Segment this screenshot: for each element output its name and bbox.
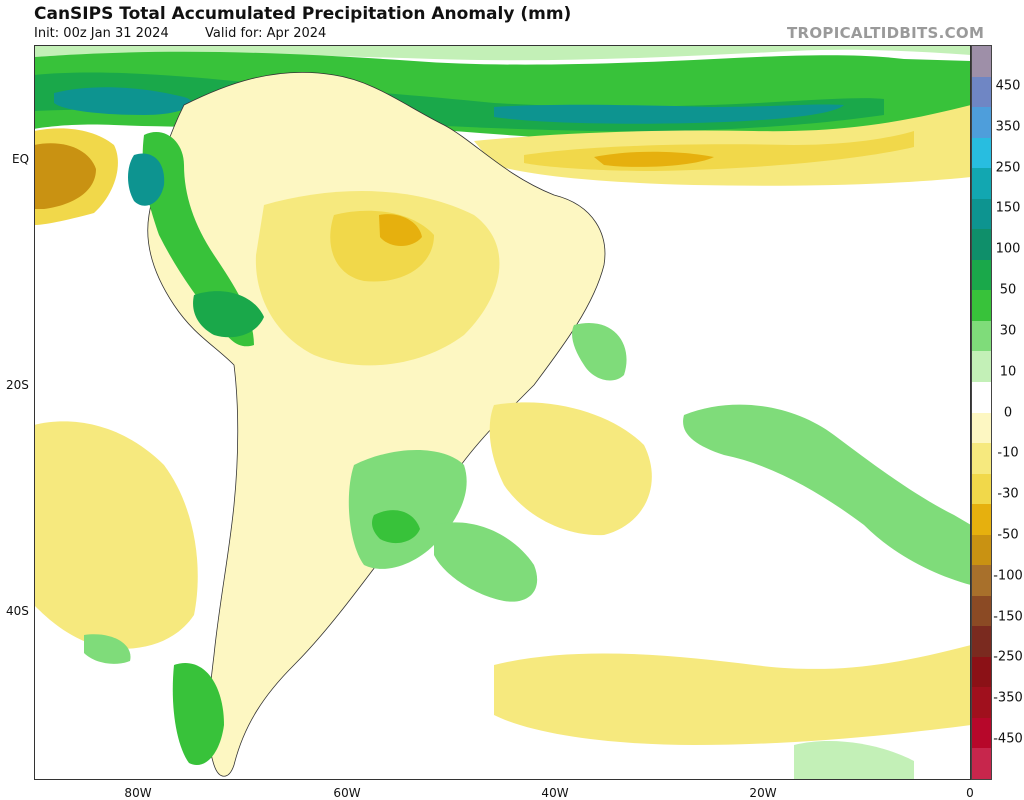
pacific-dry-core — [34, 143, 96, 209]
colorbar-segment — [972, 687, 991, 719]
colorbar-segment — [972, 198, 991, 230]
colorbar-tick-label: -100 — [993, 568, 1023, 584]
colorbar-tick-label: -150 — [993, 609, 1023, 625]
colorbar-tick-label: -450 — [993, 731, 1023, 747]
colorbar-segment — [972, 565, 991, 597]
colorbar-tick-label: -10 — [997, 445, 1019, 461]
colorbar-segment — [972, 290, 991, 322]
itcz-teal-2 — [494, 104, 844, 124]
colorbar-segment — [972, 443, 991, 475]
atlantic-wet-arc-1 — [572, 323, 627, 381]
colorbar-tick-label: 350 — [995, 119, 1021, 135]
lat-label-eq: EQ — [12, 152, 30, 166]
lon-label-80w: 80W — [124, 786, 152, 800]
colorbar-segment — [972, 748, 991, 780]
colorbar-segment — [972, 595, 991, 627]
colorbar-segment — [972, 137, 991, 169]
far-southeast-green — [794, 740, 914, 780]
colorbar-segment — [972, 107, 991, 139]
lon-label-40w: 40W — [541, 786, 569, 800]
colorbar-segment — [972, 412, 991, 444]
colorbar-tick-label: -350 — [993, 690, 1023, 706]
colorbar-segment — [972, 76, 991, 108]
map-title: CanSIPS Total Accumulated Precipitation … — [34, 4, 572, 24]
colorbar-segment — [972, 46, 991, 78]
colorbar-tick-label: 450 — [995, 78, 1021, 94]
colorbar-segment — [972, 259, 991, 291]
lat-label-20s: 20S — [6, 378, 29, 392]
colorbar-segment — [972, 229, 991, 261]
precipitation-anomaly-map — [34, 45, 971, 780]
andes-teal — [128, 153, 165, 206]
site-watermark: TROPICALTIDBITS.COM — [787, 24, 985, 42]
colorbar-tick-label: 250 — [995, 160, 1021, 176]
southeast-pacific-dry — [34, 421, 198, 649]
lon-label-60w: 60W — [333, 786, 361, 800]
bolivia-wet — [193, 291, 264, 338]
colorbar-tick-label: 50 — [999, 282, 1017, 298]
colorbar-segment — [972, 168, 991, 200]
colorbar-segment — [972, 656, 991, 688]
far-south-green — [84, 634, 131, 664]
colorbar-tick-label: 0 — [1003, 405, 1013, 420]
colorbar-segment — [972, 381, 991, 413]
lon-label-0: 0 — [966, 786, 974, 800]
colorbar-segment — [972, 717, 991, 749]
atlantic-wet-arc-3 — [434, 522, 538, 602]
colorbar-tick-label: 10 — [999, 364, 1017, 380]
south-atlantic-dry — [489, 402, 652, 536]
south-atlantic-dry-2 — [494, 645, 971, 745]
colorbar-tick-label: 30 — [999, 323, 1017, 339]
colorbar — [971, 45, 992, 780]
colorbar-segment — [972, 626, 991, 658]
brazil-dry-brown — [379, 214, 422, 246]
atlantic-dry-brown — [594, 151, 714, 167]
colorbar-tick-label: -250 — [993, 649, 1023, 665]
itcz-wet-band — [34, 45, 971, 61]
atlantic-wet-arc-2 — [683, 404, 971, 585]
colorbar-segment — [972, 320, 991, 352]
init-time: Init: 00z Jan 31 2024 — [34, 26, 169, 41]
lon-label-20w: 20W — [749, 786, 777, 800]
valid-time: Valid for: Apr 2024 — [205, 26, 327, 41]
colorbar-segment — [972, 473, 991, 505]
southern-patagonia-wet — [172, 663, 224, 766]
colorbar-segment — [972, 504, 991, 536]
colorbar-tick-label: 150 — [995, 200, 1021, 216]
colorbar-tick-label: -50 — [997, 527, 1019, 543]
colorbar-segment — [972, 351, 991, 383]
uruguay-wet-core — [372, 510, 420, 544]
itcz-teal-1 — [54, 87, 192, 115]
colorbar-segment — [972, 534, 991, 566]
lat-label-40s: 40S — [6, 604, 29, 618]
colorbar-tick-label: 100 — [995, 241, 1021, 257]
colorbar-tick-label: -30 — [997, 486, 1019, 502]
